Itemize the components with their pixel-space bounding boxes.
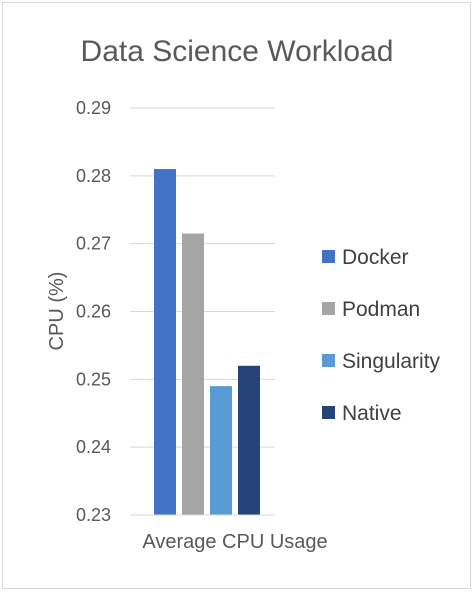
legend-label-singularity: Singularity	[342, 350, 441, 373]
bars	[154, 169, 260, 516]
y-tick-label: 0.23	[76, 505, 111, 525]
y-axis-ticks: 0.23 0.24 0.25 0.26 0.27 0.28 0.29	[76, 98, 111, 525]
bar-docker	[154, 169, 176, 516]
bar-singularity	[210, 386, 232, 515]
y-tick-label: 0.27	[76, 234, 111, 254]
y-tick-label: 0.26	[76, 302, 111, 322]
legend-swatch-native	[322, 406, 335, 419]
legend-swatch-podman	[322, 302, 335, 315]
bar-native	[238, 365, 260, 515]
legend: Docker Podman Singularity Native	[322, 246, 441, 425]
y-tick-label: 0.29	[76, 98, 111, 118]
y-tick-label: 0.28	[76, 166, 111, 186]
y-tick-label: 0.24	[76, 437, 111, 457]
legend-label-docker: Docker	[342, 246, 409, 269]
legend-label-native: Native	[342, 402, 402, 425]
x-category-label: Average CPU Usage	[142, 531, 327, 553]
legend-swatch-docker	[322, 250, 335, 263]
legend-label-podman: Podman	[342, 298, 420, 321]
chart-frame	[2, 2, 471, 589]
bar-podman	[182, 233, 204, 515]
legend-swatch-singularity	[322, 354, 335, 367]
chart-title: Data Science Workload	[81, 35, 394, 68]
y-tick-label: 0.25	[76, 369, 111, 389]
y-axis-label: CPU (%)	[46, 272, 68, 351]
